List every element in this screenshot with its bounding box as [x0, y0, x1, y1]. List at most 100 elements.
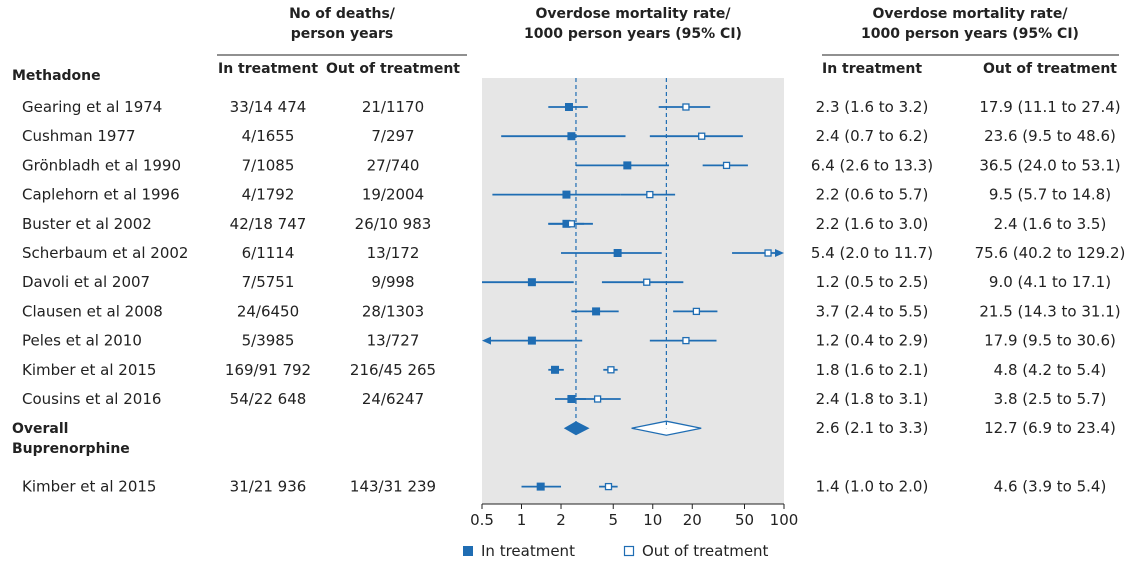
in-treatment-count: 31/21 936	[230, 478, 307, 496]
out-of-treatment-point	[643, 278, 651, 286]
in-treatment-rate: 2.2 (0.6 to 5.7)	[816, 186, 929, 204]
rates-out-of-treatment-header: Out of treatment	[983, 61, 1117, 77]
rates-header-line2: 1000 person years (95% CI)	[861, 26, 1079, 42]
out-of-treatment-count: 7/297	[371, 127, 414, 145]
in-treatment-count: 7/5751	[242, 273, 295, 291]
in-treatment-count: 4/1792	[242, 186, 295, 204]
plot-panel	[482, 78, 784, 504]
x-axis-tick-label: 0.5	[470, 511, 494, 529]
legend-in-treatment-label: In treatment	[481, 542, 575, 560]
study-name: Kimber et al 2015	[22, 361, 156, 379]
out-of-treatment-count: 21/1170	[362, 98, 424, 116]
group-label: Methadone	[12, 68, 101, 84]
study-name: Davoli et al 2007	[22, 273, 150, 291]
legend-in-treatment-swatch	[463, 546, 473, 556]
in-treatment-rate: 1.8 (1.6 to 2.1)	[816, 361, 929, 379]
study-name: Peles et al 2010	[22, 332, 142, 350]
out-of-treatment-count: 13/727	[367, 332, 420, 350]
out-of-treatment-rate: 17.9 (11.1 to 27.4)	[979, 98, 1120, 116]
out-of-treatment-rate: 21.5 (14.3 to 31.1)	[979, 302, 1120, 320]
out-of-treatment-point	[692, 307, 701, 316]
out-of-treatment-count: 13/172	[367, 244, 420, 262]
in-treatment-count: 5/3985	[242, 332, 295, 350]
plot-header-line2: 1000 person years (95% CI)	[524, 26, 742, 42]
out-of-treatment-rate: 4.8 (4.2 to 5.4)	[994, 361, 1107, 379]
out-of-treatment-point	[764, 249, 772, 257]
in-treatment-point	[613, 249, 622, 257]
in-treatment-point	[551, 365, 560, 374]
out-of-treatment-point	[607, 366, 615, 374]
in-treatment-rate: 5.4 (2.0 to 11.7)	[811, 244, 933, 262]
out-of-treatment-count: 9/998	[371, 273, 414, 291]
legend-out-of-treatment-label: Out of treatment	[642, 542, 769, 560]
in-treatment-count: 7/1085	[242, 156, 295, 174]
out-of-treatment-rate: 3.8 (2.5 to 5.7)	[994, 390, 1107, 408]
in-treatment-rate: 3.7 (2.4 to 5.5)	[816, 302, 929, 320]
counts-header-line2: person years	[291, 26, 394, 42]
in-treatment-rate: 1.2 (0.5 to 2.5)	[816, 273, 929, 291]
out-of-treatment-point	[682, 336, 690, 345]
in-treatment-point	[623, 161, 632, 170]
counts-header-line1: No of deaths/	[289, 6, 396, 22]
x-axis-tick-label: 50	[735, 511, 754, 529]
in-treatment-point	[567, 395, 576, 403]
out-of-treatment-rate: 2.4 (1.6 to 3.5)	[994, 215, 1107, 233]
legend-out-of-treatment-swatch	[623, 545, 635, 557]
out-of-treatment-rate: 36.5 (24.0 to 53.1)	[979, 156, 1120, 174]
group-label: Buprenorphine	[12, 441, 130, 457]
x-axis-tick-label: 1	[517, 511, 527, 529]
out-of-treatment-rate: 17.9 (9.5 to 30.6)	[984, 332, 1116, 350]
x-axis-tick-label: 2	[556, 511, 566, 529]
in-treatment-rate: 2.4 (0.7 to 6.2)	[816, 127, 929, 145]
in-treatment-rate: 2.2 (1.6 to 3.0)	[816, 215, 929, 233]
out-of-treatment-rate: 9.5 (5.7 to 14.8)	[989, 186, 1111, 204]
x-axis-tick-label: 20	[683, 511, 702, 529]
overall-label: Overall	[12, 421, 68, 437]
in-treatment-count: 4/1655	[242, 127, 295, 145]
out-of-treatment-point	[593, 395, 602, 403]
study-name: Buster et al 2002	[22, 215, 152, 233]
in-treatment-point	[592, 307, 601, 316]
in-treatment-point	[536, 482, 545, 491]
out-of-treatment-point	[722, 161, 731, 170]
out-of-treatment-point	[682, 103, 690, 111]
study-name: Kimber et al 2015	[22, 478, 156, 496]
out-of-treatment-rate: 9.0 (4.1 to 17.1)	[989, 273, 1111, 291]
out-of-treatment-count: 27/740	[367, 156, 420, 174]
out-of-treatment-ci-arrow-right	[775, 249, 784, 257]
in-treatment-rate: 2.4 (1.8 to 3.1)	[816, 390, 929, 408]
x-axis-tick-label: 100	[770, 511, 799, 529]
rates-header-line1: Overdose mortality rate/	[873, 6, 1069, 22]
study-name: Caplehorn et al 1996	[22, 186, 180, 204]
out-of-treatment-point	[646, 190, 654, 199]
study-name: Grönbladh et al 1990	[22, 156, 181, 174]
in-treatment-point	[567, 132, 576, 141]
in-treatment-count: 6/1114	[242, 244, 295, 262]
out-of-treatment-count: 28/1303	[362, 302, 424, 320]
in-treatment-point	[564, 103, 573, 111]
out-of-treatment-point	[604, 482, 613, 491]
out-of-treatment-point	[698, 132, 706, 140]
study-name: Cousins et al 2016	[22, 390, 161, 408]
in-treatment-count: 54/22 648	[230, 390, 307, 408]
in-treatment-rate: 1.2 (0.4 to 2.9)	[816, 332, 929, 350]
rates-in-treatment-header: In treatment	[822, 61, 922, 77]
in-treatment-rate: 6.4 (2.6 to 13.3)	[811, 156, 933, 174]
in-treatment-rate: 1.4 (1.0 to 2.0)	[816, 478, 929, 496]
out-of-treatment-count: 216/45 265	[350, 361, 436, 379]
out-of-treatment-count: 19/2004	[362, 186, 424, 204]
study-name: Clausen et al 2008	[22, 302, 163, 320]
in-treatment-point	[562, 190, 571, 199]
overall-in-treatment-rate: 2.6 (2.1 to 3.3)	[816, 419, 929, 437]
out-of-treatment-count: 24/6247	[362, 390, 424, 408]
study-name: Gearing et al 1974	[22, 98, 162, 116]
in-treatment-point	[527, 336, 536, 345]
in-treatment-ci-arrow-left	[482, 336, 491, 345]
overall-out-of-treatment-rate: 12.7 (6.9 to 23.4)	[984, 419, 1116, 437]
in-treatment-count: 33/14 474	[230, 98, 307, 116]
in-treatment-rate: 2.3 (1.6 to 3.2)	[816, 98, 929, 116]
out-of-treatment-rate: 4.6 (3.9 to 5.4)	[994, 478, 1107, 496]
out-of-treatment-rate: 75.6 (40.2 to 129.2)	[975, 244, 1126, 262]
x-axis-tick-label: 5	[608, 511, 618, 529]
